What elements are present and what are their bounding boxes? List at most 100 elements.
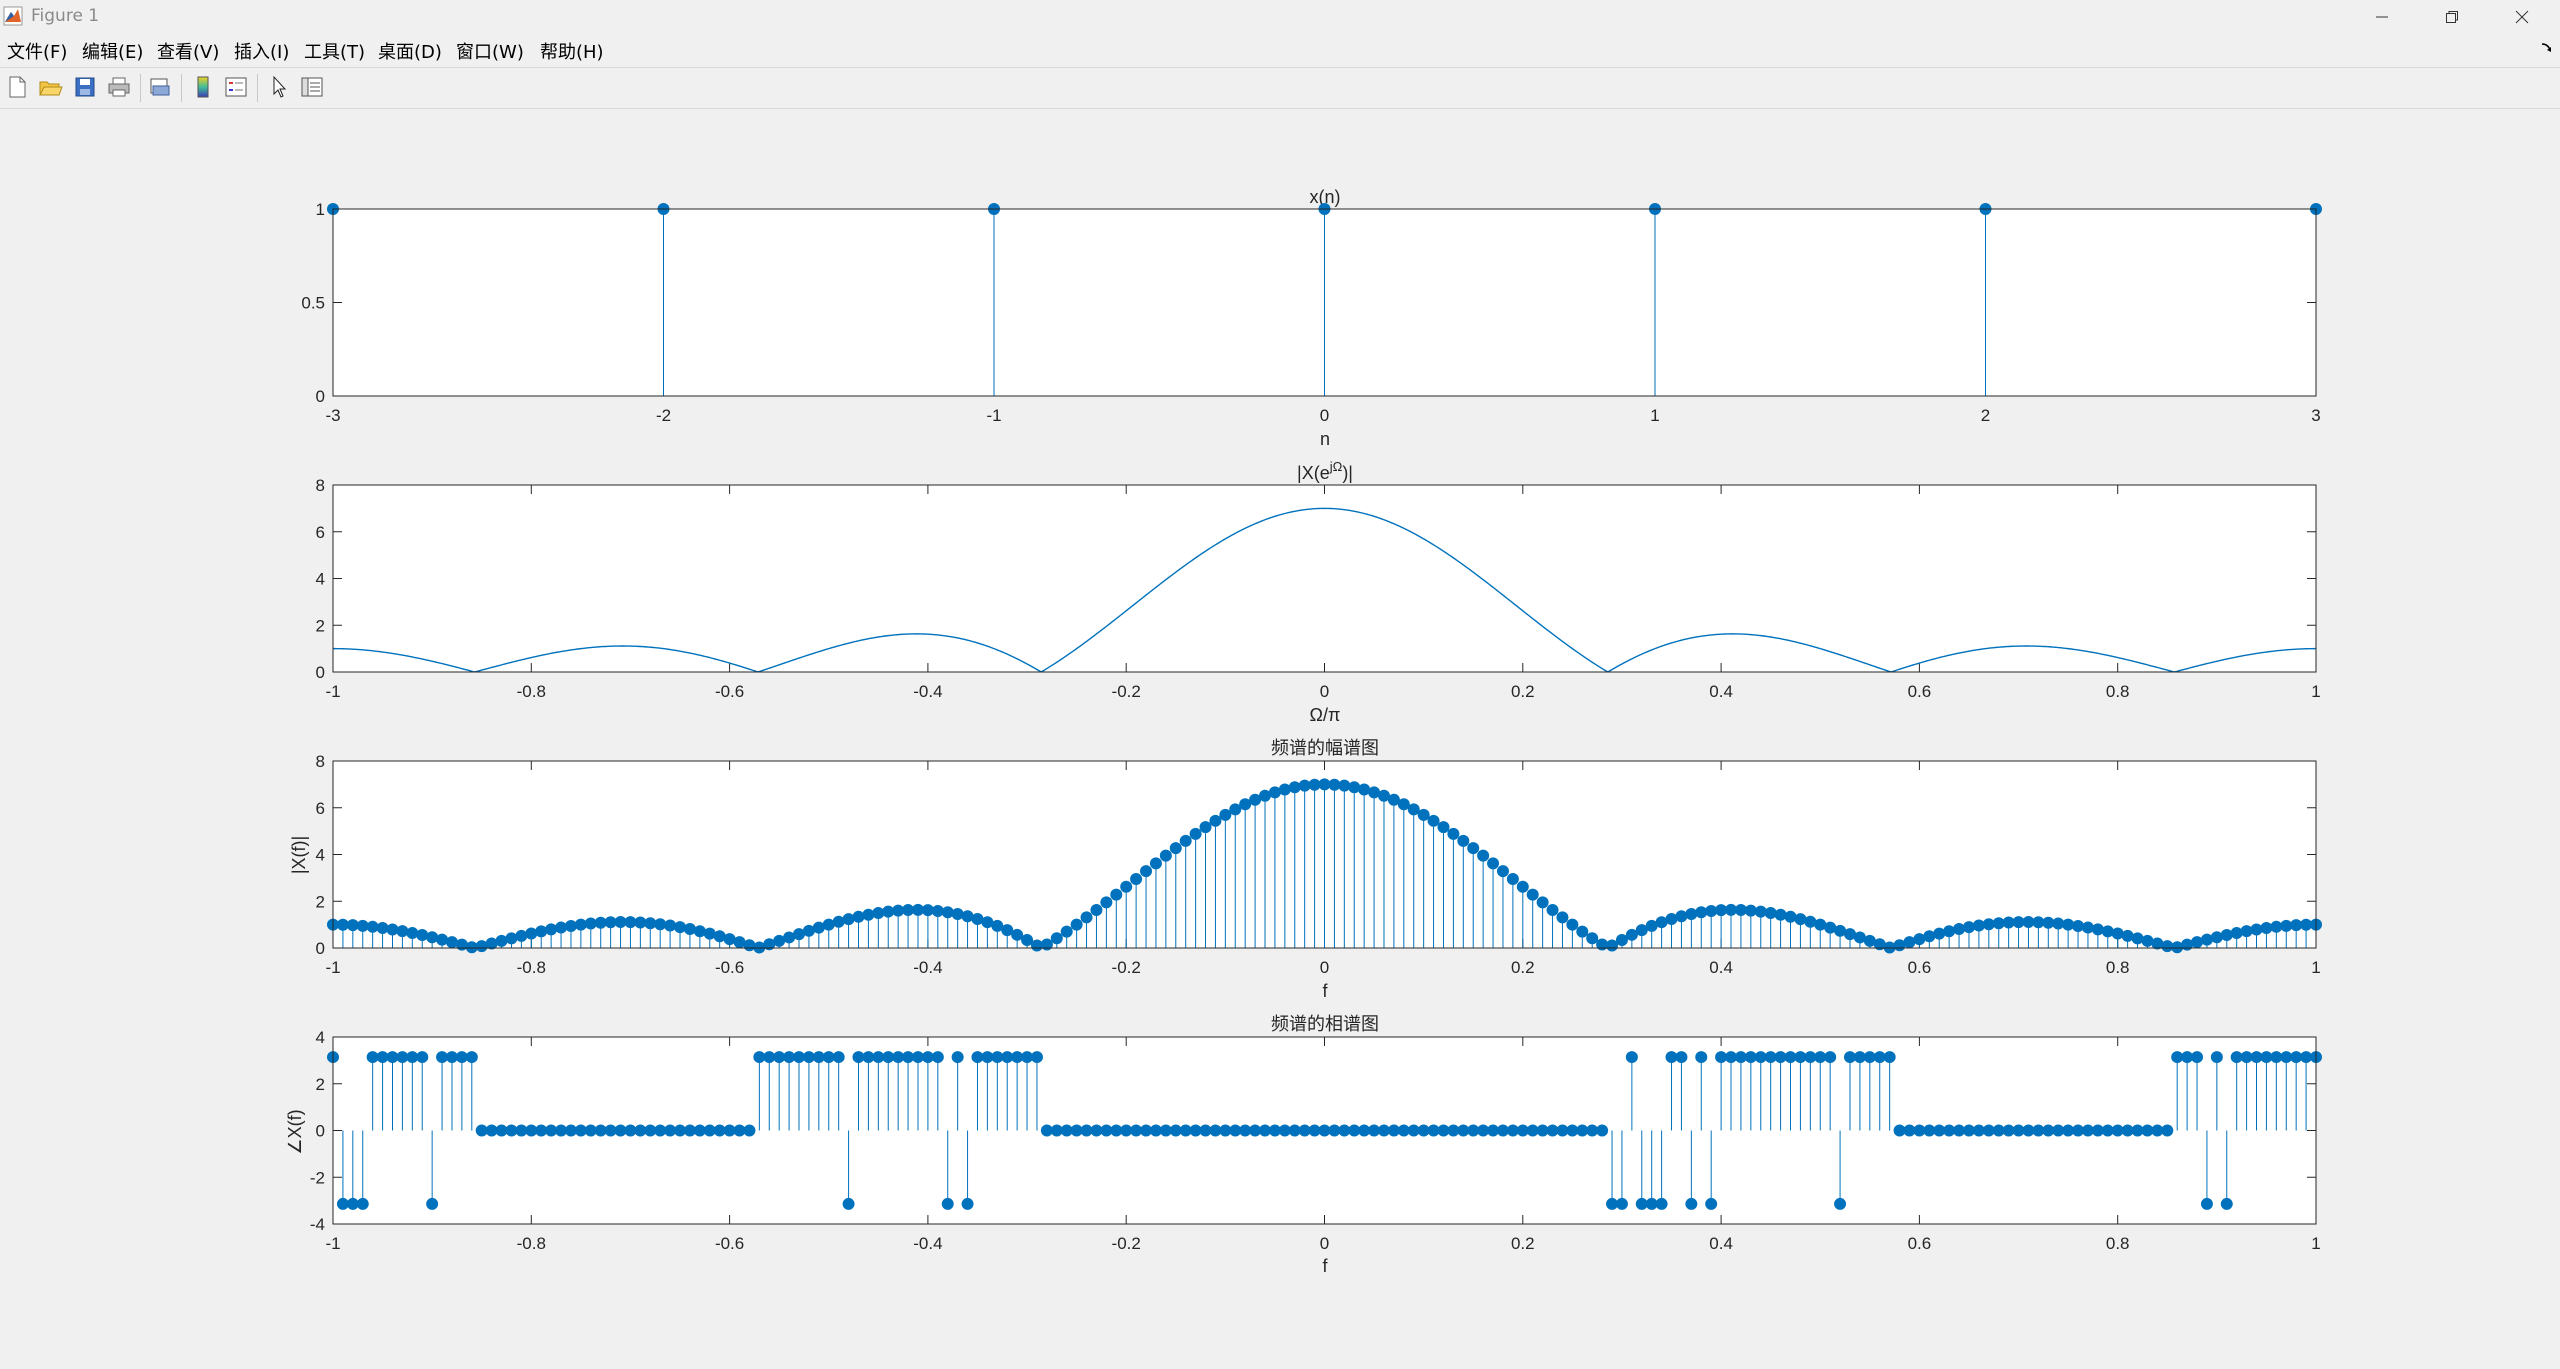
phase-marker [812,1051,825,1064]
phase-marker [1199,1124,1212,1137]
y-tick-label: 1 [316,200,325,219]
magnitude-marker [1962,921,1975,934]
phase-marker [1665,1051,1678,1064]
phase-marker [1933,1124,1946,1137]
phase-marker [773,1051,786,1064]
phase-marker [416,1051,429,1064]
x-tick-label: -1 [325,958,340,977]
magnitude-marker [2171,941,2184,954]
phase-marker [426,1197,439,1210]
phase-marker [941,1197,954,1210]
menu-file[interactable]: 文件(F) [7,42,68,63]
phase-marker [1675,1051,1688,1064]
phase-marker [1328,1124,1341,1137]
dock-arrow-icon[interactable] [2540,41,2554,55]
axes-box [332,760,2317,949]
magnitude-marker [1625,928,1638,941]
phase-marker [1209,1124,1222,1137]
title-superscript: jΩ [1329,459,1343,474]
magnitude-marker [2300,918,2313,931]
print-icon[interactable] [106,74,132,100]
minimize-button[interactable] [2347,0,2417,33]
phase-marker [2171,1051,2184,1064]
phase-marker [654,1124,667,1137]
new-figure-icon[interactable] [4,74,30,100]
magnitude-marker [1159,849,1172,862]
phase-marker [1962,1124,1975,1137]
x-tick-label: 3 [2311,406,2320,425]
phase-marker [1239,1124,1252,1137]
menu-help[interactable]: 帮助(H) [540,42,604,63]
save-icon[interactable] [72,74,98,100]
close-button[interactable] [2487,0,2557,33]
axes-box [332,208,2317,397]
restore-button[interactable] [2417,0,2487,33]
menu-window[interactable]: 窗口(W) [456,42,524,63]
title-base: |X(e [1297,463,1330,483]
phase-marker [1625,1051,1638,1064]
phase-marker [1744,1051,1757,1064]
phase-marker [495,1124,508,1137]
phase-marker [961,1197,974,1210]
magnitude-marker [406,926,419,939]
magnitude-marker [1635,924,1648,937]
menu-tools[interactable]: 工具(T) [304,42,366,63]
property-editor-icon[interactable] [299,74,325,100]
phase-marker [465,1051,478,1064]
magnitude-marker [1516,880,1529,893]
legend-icon[interactable] [223,74,249,100]
x-tick-label: 0.6 [1908,682,1932,701]
phase-marker [664,1124,677,1137]
x-tick-label: 1 [2311,958,2320,977]
phase-marker [1070,1124,1083,1137]
magnitude-marker [1903,936,1916,949]
phase-marker [1030,1051,1043,1064]
x-tick-label: -0.4 [913,958,942,977]
phase-marker [2220,1197,2233,1210]
phase-marker [2151,1124,2164,1137]
phase-marker [1249,1124,1262,1137]
x-tick-label: -0.6 [715,682,744,701]
menu-view[interactable]: 查看(V) [157,42,220,63]
phase-marker [1873,1051,1886,1064]
open-file-icon[interactable] [37,74,63,100]
magnitude-marker [793,928,806,941]
axes-x-n[interactable]: x(n) n -3 -2 -1 0 1 2 3 0 0.5 1 [301,187,2322,449]
magnitude-marker [773,934,786,947]
menu-insert[interactable]: 插入(I) [234,42,290,63]
axes-phase-spectrum[interactable]: 频谱的相谱图 f ∠X(f) -1 -0.8 -0.6 -0.4 -0.2 0 0.2 0.4… [285,1014,2322,1276]
magnitude-marker [664,919,677,932]
phase-marker [406,1051,419,1064]
pointer-icon[interactable] [266,74,292,100]
magnitude-marker [674,921,687,934]
toolbar-separator [257,74,258,102]
y-axis-label: |X(f)| [289,836,309,874]
phase-marker [902,1051,915,1064]
magnitude-marker [2111,927,2124,940]
magnitude-marker [1923,930,1936,943]
x-tick-label: 0 [1320,682,1329,701]
phase-marker [763,1051,776,1064]
phase-marker [1060,1124,1073,1137]
magnitude-marker [1715,904,1728,917]
magnitude-marker [2022,915,2035,928]
magnitude-marker [1536,896,1549,909]
phase-marker [1050,1124,1063,1137]
magnitude-marker [1695,906,1708,919]
phase-marker [1120,1124,1133,1137]
phase-marker [743,1124,756,1137]
magnitude-marker [2200,933,2213,946]
phase-marker [1130,1124,1143,1137]
menu-desktop[interactable]: 桌面(D) [378,42,442,63]
colorbar-icon[interactable] [190,74,216,100]
phase-marker [842,1197,855,1210]
minimize-icon [2376,16,2388,17]
print-preview-icon[interactable] [147,74,173,100]
phase-marker [991,1051,1004,1064]
magnitude-marker [1268,786,1281,799]
axes-magnitude-continuous[interactable]: |X(ejΩ)| Ω/π -1 -0.8 -0.6 -0.4 -0.2 0 0.2 0.4 0.… [316,459,2321,725]
x-axis-label: f [1322,981,1328,1001]
axes-magnitude-spectrum[interactable]: 频谱的幅谱图 f |X(f)| -1 -0.8 -0.6 -0.4 -0.2 0 0.2 0.… [289,738,2322,1001]
magnitude-marker [1140,865,1153,878]
menu-edit[interactable]: 编辑(E) [82,42,144,63]
